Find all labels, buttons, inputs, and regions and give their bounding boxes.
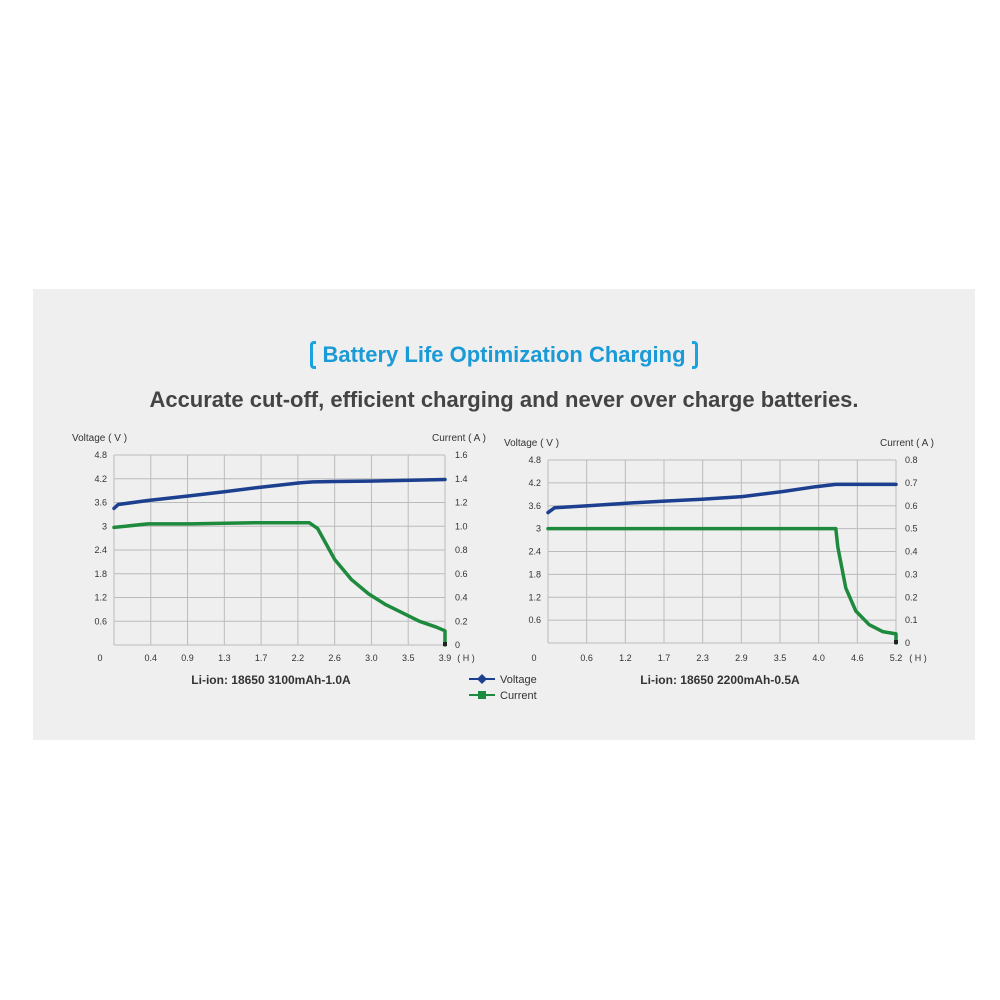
chart-panel: Battery Life Optimization Charging Accur… (33, 289, 975, 740)
y-tick-left: 4.2 (94, 474, 107, 484)
x-axis-unit: ( H ) (457, 653, 475, 663)
current-line (112, 520, 447, 647)
x-axis-unit: ( H ) (909, 653, 927, 663)
right-bracket-icon (691, 341, 698, 369)
x-tick: 0.9 (181, 653, 194, 663)
y-axis-label-right: Current ( A ) (432, 433, 486, 444)
y-tick-right: 0.6 (905, 501, 918, 511)
y-axis-label-right: Current ( A ) (880, 438, 934, 449)
y-tick-right: 0.8 (905, 455, 918, 465)
y-tick-left: 1.8 (94, 569, 107, 579)
x-tick: 2.6 (328, 653, 341, 663)
y-tick-right: 0.2 (455, 616, 468, 626)
current-end-marker (894, 640, 898, 644)
y-tick-left: 1.8 (528, 569, 541, 579)
chart-1: Voltage ( V ) Current ( A ) 0.6 1.2 1.8 2.4 3 3… (72, 433, 486, 687)
y-axis-label-left: Voltage ( V ) (72, 433, 127, 444)
y-tick-left: 0.6 (528, 615, 541, 625)
x-tick: 3.5 (774, 653, 787, 663)
y-tick-left: 3 (536, 524, 541, 534)
y-tick-left: 2.4 (94, 545, 107, 555)
y-tick-left: 1.2 (528, 592, 541, 602)
y-tick-right: 1.6 (455, 450, 468, 460)
y-tick-left: 0.6 (94, 616, 107, 626)
y-tick-left: 1.2 (94, 593, 107, 603)
y-tick-right: 1.0 (455, 521, 468, 531)
x-tick: 2.3 (696, 653, 709, 663)
current-end-marker (443, 642, 447, 646)
y-axis-label-left: Voltage ( V ) (504, 438, 559, 449)
voltage-line (546, 482, 898, 515)
y-tick-right: 0 (905, 638, 910, 648)
legend-current-label: Current (500, 690, 537, 702)
y-tick-left: 4.2 (528, 478, 541, 488)
y-tick-right: 1.4 (455, 474, 468, 484)
y-tick-left: 3.6 (528, 501, 541, 511)
left-bracket-icon (310, 341, 317, 369)
y-tick-right: 0.7 (905, 478, 918, 488)
x-tick: 3.9 (439, 653, 452, 663)
chart-caption: Li-ion: 18650 3100mAh-1.0A (191, 673, 351, 687)
y-tick-left: 3.6 (94, 498, 107, 508)
y-tick-right: 0.6 (455, 569, 468, 579)
y-tick-right: 0.1 (905, 615, 918, 625)
y-tick-right: 0.8 (455, 545, 468, 555)
y-tick-right: 0.5 (905, 524, 918, 534)
x-tick: 4.6 (851, 653, 864, 663)
x-tick: 4.0 (812, 653, 825, 663)
page-subtitle: Accurate cut-off, efficient charging and… (149, 387, 859, 412)
current-line (546, 526, 898, 645)
y-tick-right: 0.2 (905, 592, 918, 602)
voltage-line (112, 477, 447, 511)
legend-voltage-diamond-icon (477, 674, 487, 684)
x-tick: 3.5 (402, 653, 415, 663)
y-tick-right: 0 (455, 640, 460, 650)
x-tick: 1.7 (658, 653, 671, 663)
y-tick-left: 4.8 (528, 455, 541, 465)
legend: Voltage Current (469, 674, 537, 702)
y-tick-left: 4.8 (94, 450, 107, 460)
y-tick-right: 1.2 (455, 498, 468, 508)
x-tick: 2.2 (292, 653, 305, 663)
title-row: Battery Life Optimization Charging (33, 341, 975, 374)
y-tick-right: 0.4 (905, 547, 918, 557)
page-title: Battery Life Optimization Charging (322, 342, 686, 367)
x-tick: 2.9 (735, 653, 748, 663)
x-tick: 5.2 (890, 653, 903, 663)
x-tick: 0.4 (145, 653, 158, 663)
y-tick-left: 2.4 (528, 547, 541, 557)
legend-current-square-icon (478, 691, 486, 699)
x-tick: 0 (531, 653, 536, 663)
x-tick: 0 (97, 653, 102, 663)
x-tick: 1.7 (255, 653, 268, 663)
y-tick-left: 3 (102, 521, 107, 531)
x-tick: 0.6 (580, 653, 593, 663)
x-tick: 1.3 (218, 653, 231, 663)
chart-2: Voltage ( V ) Current ( A ) 0.6 1.2 1.8 2.4 3 3… (504, 438, 934, 687)
x-tick: 1.2 (619, 653, 632, 663)
x-tick: 3.0 (365, 653, 378, 663)
chart-caption: Li-ion: 18650 2200mAh-0.5A (640, 673, 800, 687)
y-tick-right: 0.3 (905, 569, 918, 579)
legend-voltage-label: Voltage (500, 674, 537, 686)
y-tick-right: 0.4 (455, 593, 468, 603)
